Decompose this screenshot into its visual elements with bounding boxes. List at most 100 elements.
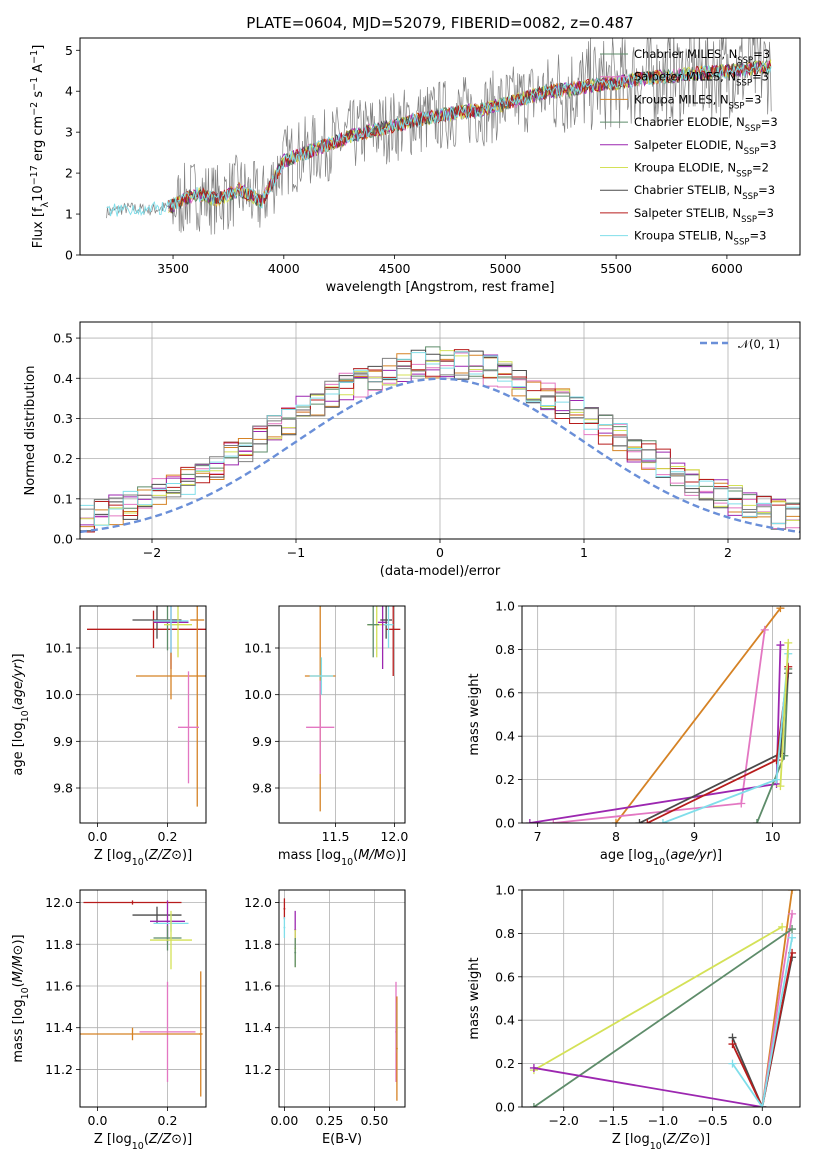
plot-area-ebv-mass [283,898,398,1101]
y-tick-label: 9.9 [53,734,73,749]
x-axis-label: age [log10(age/yr)] [600,848,722,868]
y-tick-label: 11.6 [45,978,73,993]
y-tick-label: 0.0 [53,532,73,547]
y-axis-label: Normed distribution [23,366,38,496]
y-tick-label: 0.2 [495,1056,515,1071]
x-axis-label: (data-model)/error [380,564,501,579]
weight-marker [788,925,797,934]
weight-marker [549,819,558,823]
x-tick-label: 7 [534,829,542,844]
weight-marker [776,641,785,650]
weight-marker [752,819,761,823]
figure-title: PLATE=0604, MJD=52079, FIBERID=0082, z=0… [246,14,633,32]
y-tick-label: 4 [65,84,73,99]
x-tick-label: 5500 [600,261,632,276]
y-tick-label: 10.1 [45,641,73,656]
legend-entry: Salpeter MILES, NSSP=3 [634,70,769,89]
legend-entry: Kroupa STELIB, NSSP=3 [634,229,766,248]
y-tick-label: 12.0 [45,895,73,910]
plot-area-z-mass [80,900,203,1097]
x-tick-label: 12.0 [380,829,408,844]
legend-entry: 𝒩(0, 1) [738,337,780,351]
weight-line [615,607,782,823]
x-axis-label: Z [log10(Z/Z⊙)] [94,848,192,868]
y-axis-label: age [log10(age/yr)] [11,653,31,775]
weight-marker [778,922,787,931]
y-tick-label: 1 [65,207,73,222]
y-tick-label: 9.9 [252,734,272,749]
spectrum-legend: Chabrier MILES, NSSP=3 Salpeter MILES, NS… [600,47,778,248]
y-tick-label: 5 [65,43,73,58]
weight-marker [784,662,793,671]
x-tick-label: 0.25 [315,1113,343,1128]
weight-line [533,1067,763,1107]
chart-panels: 3500 4000 4500 5000 5500 6000 0 1 2 3 4 5 wavelength… [11,37,801,1152]
x-tick-label: 0.2 [158,829,178,844]
panel-z-mass: 0.0 0.2 11.2 11.4 11.6 11.8 12.0 Z [log10(Z/Z⊙)… [11,889,207,1152]
y-tick-label: 11.4 [45,1020,73,1035]
weight-marker [635,819,644,823]
y-tick-label: 0.6 [495,685,515,700]
panel-age-weight: 7 8 9 10 0.0 0.2 0.4 0.6 0.8 1.0 age [log10(age/yr… [467,599,801,868]
y-tick-label: 10.1 [244,641,272,656]
axes-frame [79,605,207,824]
legend-entry: Kroupa ELODIE, NSSP=2 [634,161,769,180]
weight-marker [611,819,620,823]
y-tick-label: 0.4 [495,1013,515,1028]
weight-marker [788,890,797,894]
weight-line [533,928,793,1107]
plot-area-z-age [87,606,206,807]
x-tick-label: −0.5 [697,1113,727,1128]
weight-marker [760,625,769,634]
x-axis-label: Z [log10(Z/Z⊙)] [94,1132,192,1152]
x-tick-label: 9 [690,829,698,844]
weight-marker [529,1103,538,1107]
histogram-step [80,357,800,530]
y-tick-label: 10.0 [45,687,73,702]
weight-marker [784,638,793,647]
y-tick-label: 9.8 [252,781,272,796]
x-tick-label: 5000 [489,261,521,276]
model-line [106,61,772,217]
x-tick-label: 0.2 [158,1113,178,1128]
axes-frame [521,605,801,824]
y-tick-label: 0.4 [495,729,515,744]
y-tick-label: 1.0 [495,883,515,898]
legend-entry: Kroupa MILES, NSSP=3 [634,92,761,111]
y-tick-label: 0.8 [495,926,515,941]
y-tick-label: 0 [65,248,73,263]
axes-frame [79,889,207,1108]
y-axis-label: mass weight [467,957,482,1039]
x-tick-label: −1.5 [598,1113,628,1128]
weight-marker [737,799,746,808]
weight-marker [728,1059,737,1068]
x-tick-label: 0 [436,545,444,560]
weight-marker [525,819,534,823]
legend-entry: Chabrier ELODIE, NSSP=3 [634,115,778,134]
y-tick-label: 0.1 [53,491,73,506]
residuals-legend: 𝒩(0, 1) [700,337,780,351]
weight-line [779,642,790,787]
y-tick-label: 0.6 [495,969,515,984]
x-tick-label: 11.5 [322,829,350,844]
plot-area-residuals [80,346,800,534]
axes-frame [278,605,406,824]
weight-marker [772,775,781,784]
y-tick-label: 11.2 [244,1062,272,1077]
weight-line [731,952,793,1107]
x-tick-label: 0.00 [270,1113,298,1128]
panel-residuals: −2 −1 0 1 2 0.0 0.1 0.2 0.3 0.4 0.5 (data-model)/er… [23,321,801,579]
plot-area-spectrum [106,38,772,235]
panel-z-age: 0.0 0.2 9.8 9.9 10.0 10.1 Z [log10(Z/Z⊙)] age [… [11,605,207,868]
x-axis-label: E(B-V) [322,1132,362,1147]
x-tick-label: 3500 [157,261,189,276]
legend-entry: Chabrier STELIB, NSSP=3 [634,183,775,202]
y-tick-label: 0.8 [495,642,515,657]
panel-z-weight: −2.0 −1.5 −1.0 −0.5 0.0 0.0 0.2 0.4 0.6 0.8 1.0 Z [… [467,883,801,1152]
axes-frame [79,37,801,256]
axes-frame [521,889,801,1108]
weight-marker [788,933,797,942]
plot-area-z-weight [529,890,797,1107]
panel-mass-age: 11.5 12.0 9.8 9.9 10.0 10.1 mass [log10(M/M⊙)] [244,605,408,868]
